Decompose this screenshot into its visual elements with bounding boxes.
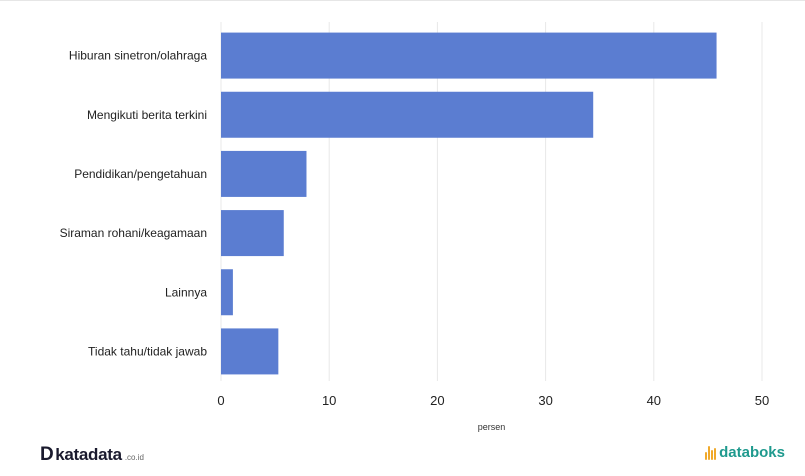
x-tick-label: 10 [322, 393, 336, 408]
databoks-icon [705, 445, 717, 460]
katadata-logo: D katadata .co.id [40, 444, 144, 466]
category-label: Lainnya [165, 285, 207, 299]
katadata-tld: .co.id [124, 453, 144, 462]
bar-5 [221, 328, 279, 375]
bar-1 [221, 91, 594, 138]
x-tick-label: 0 [217, 393, 224, 408]
x-tick-label: 30 [538, 393, 552, 408]
category-label: Mengikuti berita terkini [87, 108, 207, 122]
x-tick-label: 20 [430, 393, 444, 408]
katadata-mark: D [40, 444, 54, 465]
category-label: Tidak tahu/tidak jawab [88, 344, 207, 358]
databoks-logo: databoks [705, 444, 785, 461]
x-tick-label: 40 [647, 393, 661, 408]
bar-3 [221, 210, 284, 257]
bar-0 [221, 32, 717, 79]
katadata-name: katadata [55, 445, 122, 464]
category-label: Hiburan sinetron/olahraga [69, 49, 207, 63]
x-axis-title: persen [478, 422, 506, 432]
bar-2 [221, 150, 307, 197]
category-label: Siraman rohani/keagamaan [60, 226, 207, 240]
x-tick-label: 50 [755, 393, 769, 408]
databoks-name: databoks [719, 444, 785, 461]
category-label: Pendidikan/pengetahuan [74, 167, 207, 181]
bar-4 [221, 269, 233, 316]
